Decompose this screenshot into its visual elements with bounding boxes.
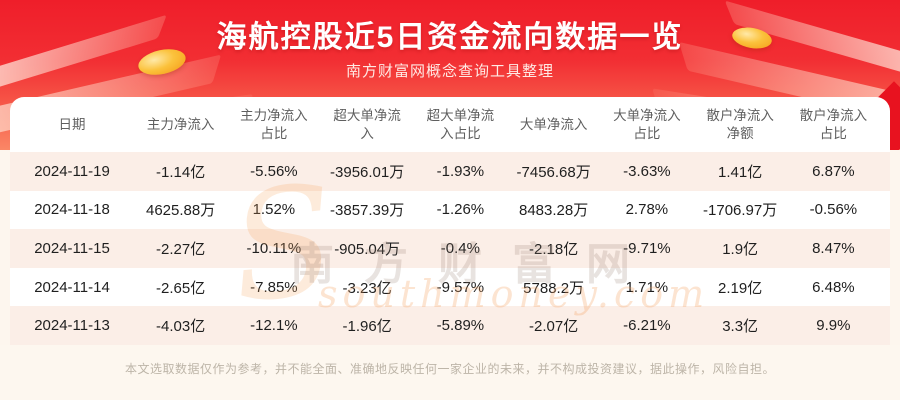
cell-value: -3.23亿	[342, 279, 392, 297]
cell-date: 2024-11-15	[34, 239, 110, 257]
col-header-retail-net-inflow: 散户净流入 净额	[706, 107, 774, 141]
cell-value: -1.93%	[436, 162, 485, 180]
cell-value: 5788.2万	[523, 279, 585, 297]
cell-value: 1.41亿	[718, 163, 763, 181]
cell-value: -7.85%	[250, 278, 298, 296]
cell-value: -6.21%	[623, 317, 671, 335]
cell-value: -10.11%	[246, 239, 302, 257]
cell-value: 8.47%	[812, 239, 855, 257]
cell-value: -3956.01万	[330, 163, 405, 181]
table-row: 2024-11-19 -1.14亿 -5.56% -3956.01万 -1.93…	[10, 152, 890, 191]
cell-value: -2.07亿	[529, 318, 579, 336]
table-row: 2024-11-14 -2.65亿 -7.85% -3.23亿 -9.57% 5…	[10, 268, 890, 307]
cell-value: -1706.97万	[703, 202, 778, 220]
cell-value: -1.96亿	[342, 318, 392, 336]
disclaimer-text: 本文选取数据仅作为参考，并不能全面、准确地反映任何一家企业的未来，并不构成投资建…	[124, 362, 775, 376]
cell-value: 1.52%	[252, 201, 296, 219]
col-header-main-net-inflow: 主力净流入	[146, 116, 215, 132]
cell-value: 4625.88万	[146, 202, 216, 220]
cell-date: 2024-11-13	[34, 317, 110, 335]
cell-value: -5.56%	[250, 162, 298, 180]
cell-value: -12.1%	[250, 317, 298, 335]
cell-value: -4.03亿	[156, 318, 206, 336]
table-header-row: 日期 主力净流入 主力净流入 占比 超大单净流 入 超大单净流 入占比 大单净流…	[10, 97, 890, 152]
cell-value: -5.89%	[436, 317, 485, 335]
cell-value: -9.57%	[436, 278, 485, 296]
cell-value: 6.87%	[812, 162, 855, 180]
fund-flow-table: 日期 主力净流入 主力净流入 占比 超大单净流 入 超大单净流 入占比 大单净流…	[10, 97, 890, 345]
footer: 本文选取数据仅作为参考，并不能全面、准确地反映任何一家企业的未来，并不构成投资建…	[0, 345, 900, 400]
col-header-main-net-inflow-ratio: 主力净流入 占比	[240, 107, 308, 141]
cell-value: 3.3亿	[722, 318, 759, 336]
cell-date: 2024-11-14	[34, 278, 110, 296]
cell-value: -1.26%	[436, 201, 485, 219]
cell-value: 9.9%	[816, 317, 851, 335]
cell-value: -9.71%	[623, 239, 671, 257]
cell-value: 6.48%	[812, 278, 855, 296]
cell-value: -0.56%	[809, 201, 858, 219]
cell-value: -3857.39万	[330, 202, 405, 220]
cell-value: 8483.28万	[519, 202, 589, 220]
page-subtitle: 南方财富网概念查询工具整理	[345, 63, 554, 80]
col-header-date: 日期	[58, 116, 86, 132]
table-row: 2024-11-13 -4.03亿 -12.1% -1.96亿 -5.89% -…	[10, 306, 890, 345]
col-header-retail-net-inflow-ratio: 散户净流入 占比	[799, 107, 868, 141]
cell-value: -2.27亿	[156, 240, 206, 258]
cell-value: 2.19亿	[718, 279, 763, 297]
cell-value: -2.18亿	[529, 240, 579, 258]
col-header-super-large-net-inflow-ratio: 超大单净流 入占比	[426, 107, 495, 141]
col-header-large-net-inflow: 大单净流入	[519, 116, 588, 132]
cell-value: -905.04万	[334, 240, 401, 258]
cell-value: -7456.68万	[516, 163, 591, 181]
cell-value: 1.9亿	[722, 240, 759, 258]
table-row: 2024-11-18 4625.88万 1.52% -3857.39万 -1.2…	[10, 191, 890, 230]
cell-value: 1.71%	[625, 278, 669, 296]
cell-value: 2.78%	[625, 201, 669, 219]
col-header-large-net-inflow-ratio: 大单净流入 占比	[613, 107, 681, 141]
col-header-super-large-net-inflow: 超大单净流 入	[333, 107, 401, 141]
cell-date: 2024-11-18	[34, 201, 110, 219]
cell-value: -1.14亿	[156, 163, 206, 181]
cell-date: 2024-11-19	[34, 162, 110, 180]
cell-value: -0.4%	[440, 239, 480, 257]
table-row: 2024-11-15 -2.27亿 -10.11% -905.04万 -0.4%…	[10, 229, 890, 268]
page-title: 海航控股近5日资金流向数据一览	[216, 21, 684, 54]
cell-value: -3.63%	[623, 162, 671, 180]
cell-value: -2.65亿	[156, 279, 206, 297]
